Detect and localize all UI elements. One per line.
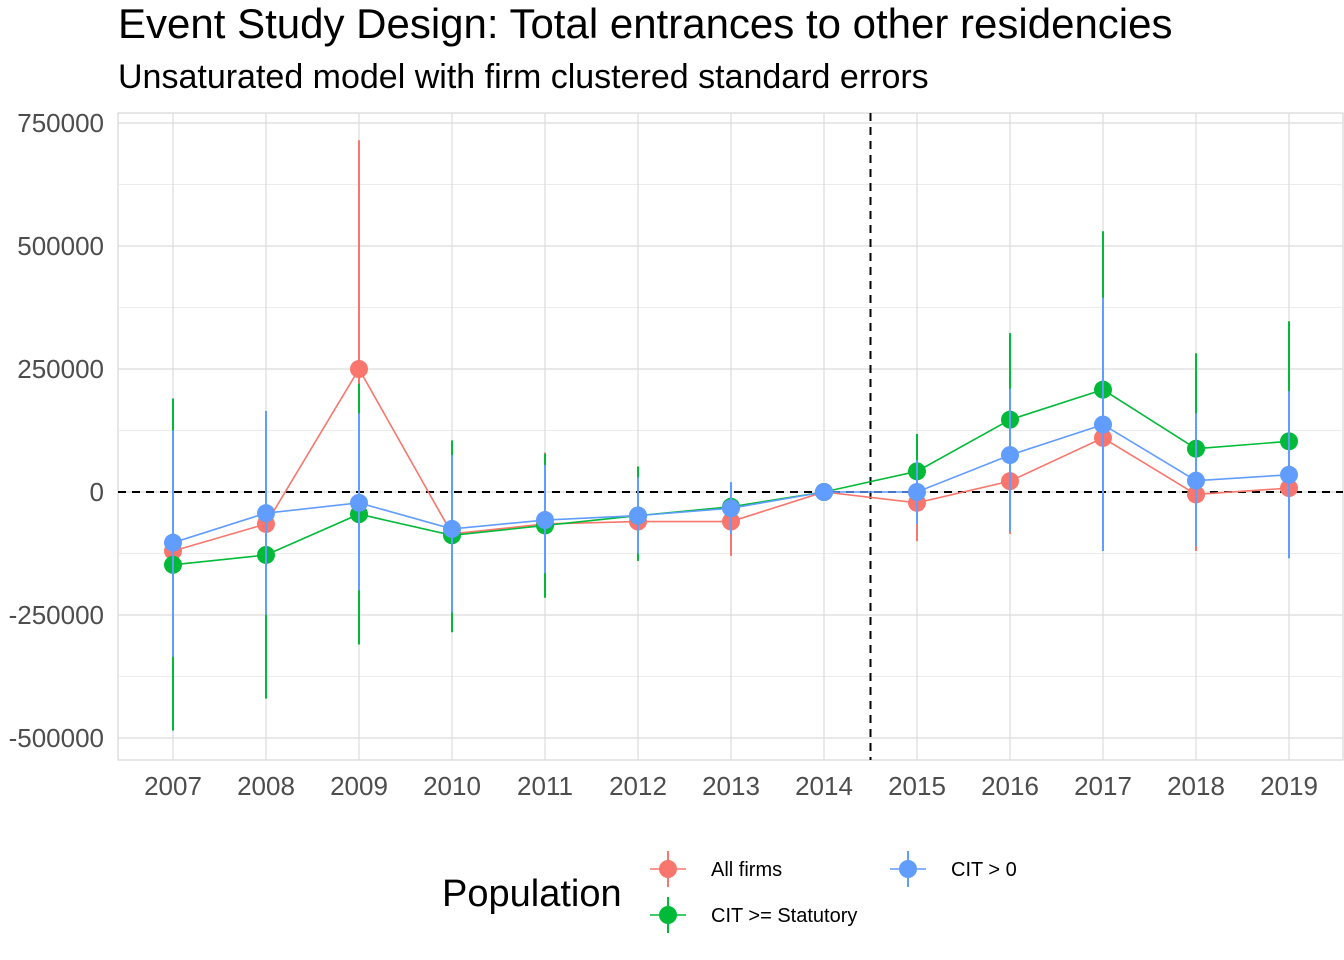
x-tick-label: 2011 [517,771,573,801]
y-tick-label: -500000 [9,723,104,753]
legend-key-point [659,860,677,878]
legend-label: CIT > 0 [951,859,1017,881]
legend: Population All firms CIT >= Statutory CIT … [442,851,1017,933]
axes: 750000 500000 250000 0 -250000 -500000 2007 200… [9,108,1318,801]
data-point [350,360,368,378]
data-point [908,483,926,501]
legend-key-point [659,906,677,924]
data-point [1094,415,1112,434]
data-point [164,533,182,552]
legend-key [650,897,686,933]
y-tick-label: 0 [90,477,104,507]
data-point [350,493,368,512]
x-tick-label: 2018 [1167,771,1225,801]
x-tick-label: 2009 [330,771,388,801]
data-point [1001,446,1019,465]
legend-title: Population [442,873,622,915]
legend-label: All firms [711,859,782,881]
y-tick-label: 250000 [17,354,104,384]
data-point [257,504,275,523]
reference-lines [118,113,1343,760]
chart-title: Event Study Design: Total entrances to o… [118,0,1173,47]
x-tick-label: 2008 [237,771,295,801]
data-point [443,519,461,538]
x-tick-label: 2015 [888,771,946,801]
data-point [722,499,740,518]
chart-subtitle: Unsaturated model with firm clustered st… [118,58,929,96]
x-tick-label: 2014 [795,771,853,801]
data-point [815,483,833,501]
legend-key [890,851,926,887]
series-layer [164,140,1298,731]
data-point [1280,465,1298,484]
y-tick-label: 500000 [17,231,104,261]
x-tick-label: 2016 [981,771,1039,801]
x-tick-label: 2017 [1074,771,1132,801]
y-tick-label: -250000 [9,600,104,630]
x-tick-label: 2019 [1260,771,1318,801]
legend-label: CIT >= Statutory [711,905,857,927]
data-point [536,511,554,530]
grid-lines [117,112,1344,761]
y-tick-label: 750000 [17,108,104,138]
legend-key [650,851,686,887]
x-tick-label: 2007 [144,771,202,801]
series-2 [164,297,1298,657]
data-point [1187,471,1205,490]
legend-key-point [899,860,917,878]
x-tick-label: 2013 [702,771,760,801]
x-tick-label: 2012 [609,771,667,801]
x-tick-label: 2010 [423,771,481,801]
data-point [629,506,647,525]
